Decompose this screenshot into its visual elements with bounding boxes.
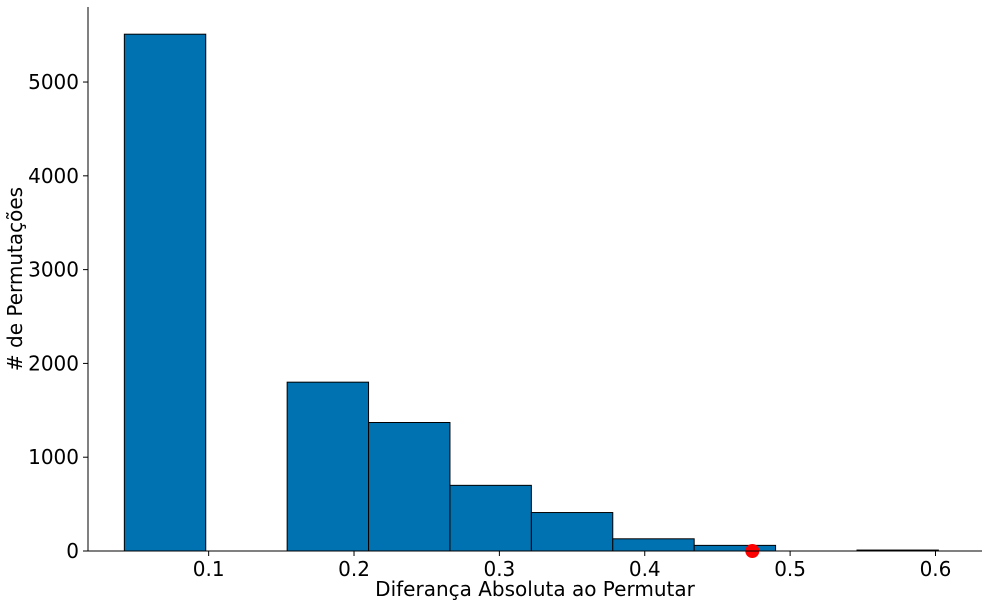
- histogram-bar-4: [449, 484, 532, 552]
- x-ticks-group: 0.1 0.2 0.3 0.4 0.5 0.6: [193, 551, 952, 581]
- y-tick-label: 4000: [28, 164, 79, 188]
- histogram-bar-7: [693, 544, 777, 552]
- y-ticks-group: 0 1000 2000 3000 4000 5000: [28, 70, 88, 563]
- x-tick-label: 0.4: [629, 557, 661, 581]
- x-tick-label: 0.5: [774, 557, 806, 581]
- x-tick-label: 0.2: [338, 557, 370, 581]
- x-tick-label: 0.6: [920, 557, 952, 581]
- histogram-bar-5: [530, 512, 614, 552]
- histogram-bar-6: [612, 538, 695, 552]
- histogram-bar-0: [123, 33, 207, 552]
- histogram-bar-3: [368, 422, 451, 552]
- y-tick-label: 5000: [28, 70, 79, 94]
- y-tick-label: 3000: [28, 258, 79, 282]
- histogram-bar-2: [286, 381, 370, 552]
- y-tick-label: 1000: [28, 445, 79, 469]
- x-tick-label: 0.3: [483, 557, 515, 581]
- x-axis-label: Diferança Absoluta ao Permutar: [375, 577, 695, 601]
- y-tick-label: 2000: [28, 351, 79, 375]
- y-axis-label: # de Permutações: [3, 187, 27, 371]
- bars-group: [123, 33, 939, 552]
- y-tick-label: 0: [66, 539, 79, 563]
- x-tick-label: 0.1: [193, 557, 225, 581]
